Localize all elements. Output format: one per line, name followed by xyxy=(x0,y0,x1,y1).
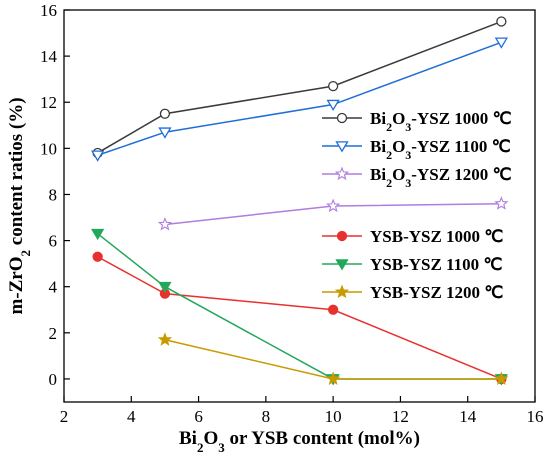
legend-marker-0 xyxy=(336,112,348,124)
legend-marker-5 xyxy=(334,284,350,299)
x-tick-label: 4 xyxy=(127,407,136,426)
data-point-s2-1 xyxy=(326,198,341,213)
data-point-s1-3 xyxy=(494,37,508,49)
series-line-3 xyxy=(97,256,502,380)
y-tick-label: 14 xyxy=(40,47,58,66)
legend-label-1: Bi2O3-YSZ 1100 ℃ xyxy=(370,137,511,162)
y-tick-label: 6 xyxy=(49,232,58,251)
legend-label-0: Bi2O3-YSZ 1000 ℃ xyxy=(370,109,512,134)
y-tick-label: 0 xyxy=(49,370,58,389)
x-axis-title: Bi2O3 or YSB content (mol%) xyxy=(179,428,420,455)
data-point-s1-2 xyxy=(326,99,340,112)
x-tick-label: 2 xyxy=(60,407,69,426)
data-point-s5-1 xyxy=(326,371,341,386)
y-tick-label: 4 xyxy=(49,278,58,297)
data-point-s0-2 xyxy=(327,80,339,92)
x-tick-label: 6 xyxy=(194,407,203,426)
legend-label-4: YSB-YSZ 1100 ℃ xyxy=(370,255,502,274)
data-point-s2-0 xyxy=(157,216,173,231)
data-point-s2-2 xyxy=(494,196,509,210)
legend-label-2: Bi2O3-YSZ 1200 ℃ xyxy=(370,165,512,190)
data-point-s5-0 xyxy=(157,332,173,346)
y-tick-label: 8 xyxy=(49,185,58,204)
legend-label-5: YSB-YSZ 1200 ℃ xyxy=(370,283,503,302)
legend-marker-4 xyxy=(335,259,349,271)
data-point-s0-3 xyxy=(496,16,507,27)
legend-marker-1 xyxy=(335,141,349,153)
x-tick-label: 10 xyxy=(325,407,342,426)
x-tick-label: 16 xyxy=(527,407,544,426)
legend-marker-3 xyxy=(336,230,348,242)
legend-marker-2 xyxy=(334,166,350,181)
y-tick-label: 12 xyxy=(40,93,57,112)
y-axis-title: m-ZrO2 content ratios (%) xyxy=(6,97,33,314)
x-tick-label: 8 xyxy=(262,407,271,426)
x-tick-label: 12 xyxy=(392,407,409,426)
data-point-s4-1 xyxy=(158,281,172,294)
data-point-s3-0 xyxy=(92,251,103,262)
data-point-s4-0 xyxy=(91,228,105,241)
series-line-1 xyxy=(97,41,502,156)
plot-frame xyxy=(63,9,536,403)
y-tick-label: 16 xyxy=(40,1,57,20)
x-tick-label: 14 xyxy=(459,407,477,426)
data-point-s1-0 xyxy=(91,150,105,162)
y-tick-label: 10 xyxy=(40,139,57,158)
series-line-0 xyxy=(97,20,502,154)
y-tick-label: 2 xyxy=(49,324,58,343)
data-point-s1-1 xyxy=(158,127,172,139)
data-point-s0-1 xyxy=(159,108,171,119)
legend-label-3: YSB-YSZ 1000 ℃ xyxy=(370,227,503,246)
data-point-s3-2 xyxy=(327,304,339,315)
data-point-s5-2 xyxy=(494,371,509,386)
